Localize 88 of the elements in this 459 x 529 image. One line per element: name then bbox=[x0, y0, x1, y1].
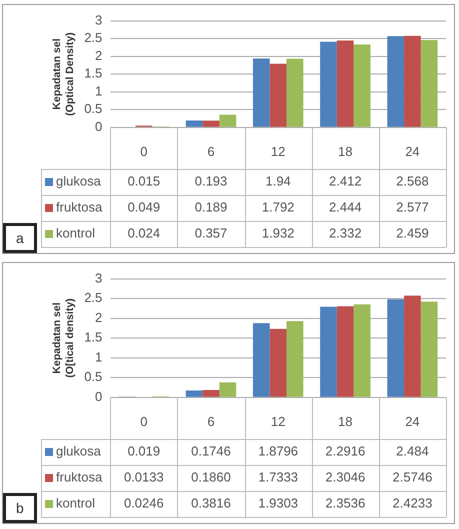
data-label: 2.412 bbox=[329, 174, 362, 189]
x-tick-label: 0 bbox=[140, 144, 148, 159]
data-label: 2.444 bbox=[329, 200, 362, 215]
y-tick-label: 0.5 bbox=[84, 369, 102, 384]
y-tick-label: 3 bbox=[95, 270, 102, 286]
legend-label: kontrol bbox=[56, 496, 96, 511]
data-label: 2.3536 bbox=[325, 496, 366, 511]
data-label: 0.357 bbox=[194, 226, 228, 241]
bar bbox=[354, 44, 370, 127]
bar bbox=[202, 390, 220, 397]
bar bbox=[186, 390, 203, 397]
legend-label: glukosa bbox=[56, 444, 102, 459]
bar bbox=[387, 299, 404, 397]
bar bbox=[202, 120, 220, 127]
legend-label: fruktosa bbox=[56, 200, 104, 215]
bar bbox=[336, 306, 354, 397]
data-label: 0.189 bbox=[194, 200, 228, 215]
x-tick-label: 18 bbox=[338, 414, 353, 429]
x-tick-label: 24 bbox=[405, 144, 420, 159]
data-label: 1.9303 bbox=[258, 496, 298, 511]
data-label: 0.015 bbox=[128, 174, 160, 189]
y-tick-label: 1.5 bbox=[84, 66, 102, 81]
bar bbox=[320, 42, 337, 127]
legend-label: glukosa bbox=[56, 174, 102, 189]
data-label: 1.932 bbox=[262, 226, 294, 241]
x-tick-label: 6 bbox=[207, 144, 215, 159]
y-tick-label: 1 bbox=[95, 83, 102, 98]
data-label: 0.1746 bbox=[191, 444, 231, 459]
x-tick-label: 0 bbox=[140, 414, 148, 429]
y-tick-label: 0.5 bbox=[84, 101, 102, 116]
bar bbox=[219, 114, 236, 127]
x-tick-label: 12 bbox=[270, 414, 286, 429]
y-tick-label: 2 bbox=[95, 310, 102, 325]
bar bbox=[252, 323, 270, 397]
y-tick-label: 2.5 bbox=[84, 290, 102, 306]
bar bbox=[186, 120, 203, 127]
x-tick-label: 12 bbox=[270, 144, 286, 159]
y-axis-title: Kepadatan sel (Optical Density) bbox=[51, 32, 76, 116]
y-tick-label: 0 bbox=[95, 388, 102, 404]
y-tick-label: 0 bbox=[95, 118, 102, 134]
y-tick-label: 1 bbox=[95, 349, 102, 364]
bar bbox=[219, 382, 236, 397]
bar bbox=[420, 302, 438, 397]
text: b bbox=[3, 493, 37, 523]
y-tick-label: 3 bbox=[95, 12, 102, 28]
data-label: 2.3046 bbox=[325, 470, 366, 485]
data-label: 2.577 bbox=[396, 200, 429, 215]
y-tick-label: 2.5 bbox=[84, 30, 102, 46]
data-label: 0.024 bbox=[128, 226, 160, 241]
bar bbox=[404, 296, 421, 397]
bar bbox=[270, 64, 287, 127]
bar bbox=[387, 36, 404, 127]
data-label: 2.4233 bbox=[392, 496, 432, 511]
data-label: 0.0246 bbox=[124, 496, 164, 511]
data-label: 0.3816 bbox=[191, 496, 231, 511]
bar bbox=[286, 321, 304, 397]
y-tick-label: 1.5 bbox=[84, 330, 102, 345]
data-label: 2.484 bbox=[396, 444, 429, 459]
bar bbox=[270, 328, 287, 397]
x-tick-label: 18 bbox=[338, 144, 353, 159]
legend-label: fruktosa bbox=[56, 470, 104, 485]
bar bbox=[404, 36, 421, 127]
data-label: 2.332 bbox=[329, 226, 362, 241]
x-tick-label: 24 bbox=[405, 414, 420, 429]
text: a bbox=[3, 223, 37, 253]
data-label: 2.459 bbox=[396, 226, 429, 241]
legend-label: kontrol bbox=[56, 226, 96, 241]
data-label: 0.1860 bbox=[191, 470, 231, 485]
y-tick-label: 2 bbox=[95, 48, 102, 63]
bar bbox=[336, 40, 354, 127]
data-label: 0.049 bbox=[128, 200, 160, 215]
bar bbox=[286, 58, 304, 127]
data-label: 0.019 bbox=[128, 444, 160, 459]
data-label: 1.8796 bbox=[258, 444, 298, 459]
bar bbox=[252, 58, 270, 127]
x-tick-label: 6 bbox=[207, 414, 215, 429]
data-label: 1.792 bbox=[262, 200, 294, 215]
data-label: 0.0133 bbox=[124, 470, 164, 485]
data-label: 0.193 bbox=[194, 174, 228, 189]
bar bbox=[354, 304, 370, 397]
y-axis-title: Kepadatan sel (O[tical density) bbox=[51, 298, 76, 378]
bar bbox=[320, 306, 337, 397]
bar bbox=[420, 40, 438, 127]
data-label: 2.5746 bbox=[392, 470, 432, 485]
data-label: 1.94 bbox=[265, 174, 291, 189]
data-label: 2.568 bbox=[396, 174, 429, 189]
data-label: 1.7333 bbox=[258, 470, 298, 485]
data-label: 2.2916 bbox=[325, 444, 366, 459]
